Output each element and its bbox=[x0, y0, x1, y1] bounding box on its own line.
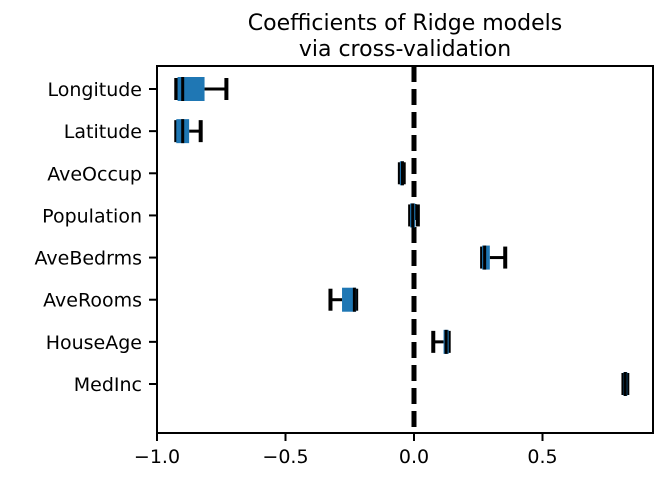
y-tick-label-latitude: Latitude bbox=[64, 121, 142, 143]
y-tick-label-medinc: MedInc bbox=[74, 374, 142, 396]
box-latitude bbox=[174, 119, 203, 144]
iqr-box bbox=[342, 287, 357, 312]
x-tick-label: −0.5 bbox=[262, 446, 308, 468]
chart-title-line-1: Coefficients of Ridge models bbox=[248, 11, 562, 36]
x-tick-label: −1.0 bbox=[134, 446, 180, 468]
y-tick-label-aveoccup: AveOccup bbox=[47, 163, 142, 185]
box-population bbox=[408, 203, 420, 228]
x-tick-label: 0.5 bbox=[527, 446, 557, 468]
axes-frame bbox=[156, 65, 654, 434]
x-axis: −1.0 −0.5 0.0 0.5 bbox=[134, 433, 558, 468]
y-axis: MedInc HouseAge AveRooms AveBedrms Populatio… bbox=[35, 79, 157, 396]
box-avebedrms bbox=[480, 245, 508, 270]
y-tick-label-longitude: Longitude bbox=[48, 79, 143, 101]
y-tick-label-houseage: HouseAge bbox=[46, 332, 142, 354]
x-tick-label: 0.0 bbox=[399, 446, 429, 468]
chart-title-line-2: via cross-validation bbox=[299, 37, 511, 62]
y-tick-label-population: Population bbox=[42, 205, 142, 227]
box-medinc bbox=[621, 372, 630, 396]
box-longitude bbox=[174, 77, 229, 101]
y-tick-label-avebedrms: AveBedrms bbox=[35, 248, 143, 270]
plot-area bbox=[174, 66, 630, 433]
y-tick-label-averooms: AveRooms bbox=[43, 290, 142, 312]
box-houseage bbox=[431, 329, 451, 354]
box-aveoccup bbox=[397, 161, 406, 186]
box-averooms bbox=[328, 287, 359, 312]
